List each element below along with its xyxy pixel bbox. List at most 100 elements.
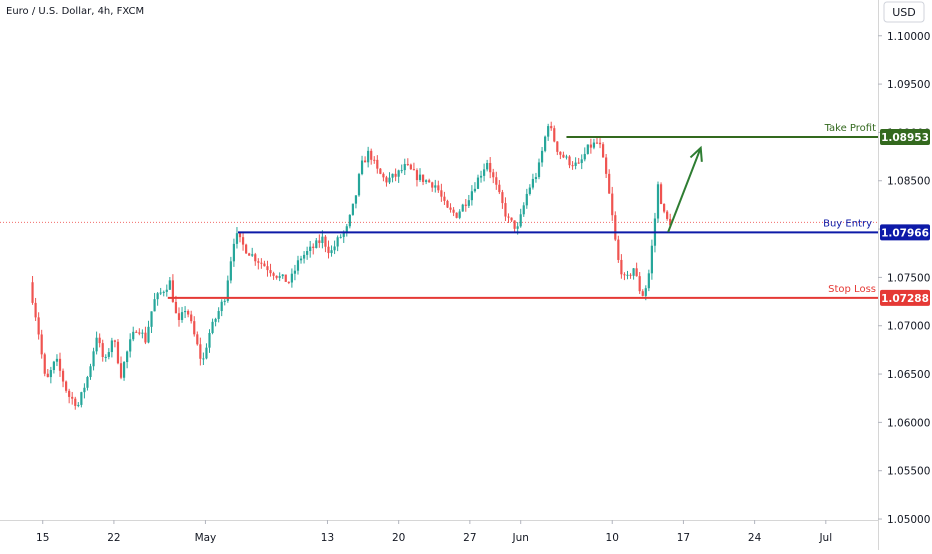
candle-body [71, 396, 74, 399]
candle-body [495, 177, 498, 185]
candle-body [199, 344, 202, 359]
candle-body [547, 126, 550, 137]
candle-body [348, 214, 351, 227]
time-axis[interactable]: 15 22 May 13 20 27 Jun 10 17 24 Jul [36, 520, 832, 544]
candle-body [98, 337, 101, 344]
candle-body [46, 373, 49, 378]
candle-body [126, 351, 129, 363]
candle-body [663, 203, 666, 212]
candle-body [620, 259, 623, 275]
candle-body [110, 340, 113, 353]
candle-body [171, 280, 174, 302]
time-tick-label: May [195, 532, 217, 544]
candle-body [623, 274, 626, 276]
candle-body [302, 254, 306, 259]
candle-body [571, 165, 574, 167]
candle-body [354, 195, 358, 204]
candle-body [486, 162, 489, 170]
candle-body [357, 174, 361, 196]
candle-body [52, 361, 56, 371]
candle-body [144, 332, 147, 343]
candle-body [528, 187, 531, 194]
candle-body [388, 177, 391, 183]
candle-body [562, 154, 565, 158]
candle-body [104, 356, 107, 358]
candle-body [58, 358, 62, 371]
candle-body [461, 204, 464, 212]
candle-body [68, 390, 71, 397]
candle-body [370, 150, 373, 160]
candle-body [589, 144, 592, 148]
take-profit-price: 1.08953 [881, 132, 929, 144]
candle-body [644, 288, 647, 296]
price-tick-label: 1.05000 [887, 514, 930, 526]
candle-body [174, 301, 178, 314]
candle-body [31, 282, 34, 303]
candle-body [275, 275, 278, 278]
candle-body [180, 312, 184, 320]
candle-body [177, 313, 181, 320]
candle-body [446, 200, 449, 208]
price-tick-label: 1.05500 [887, 466, 930, 478]
candle-body [287, 281, 290, 283]
candle-body [196, 334, 199, 345]
candle-body [537, 162, 541, 178]
candle-body [525, 193, 528, 206]
candle-body [467, 200, 470, 206]
take-profit-price-tag [880, 128, 930, 145]
candle-body [293, 270, 297, 274]
candle-body [391, 173, 394, 178]
candle-body [449, 207, 452, 210]
candle-body [138, 332, 141, 334]
time-tick-label: 17 [677, 532, 690, 544]
candle-body [412, 169, 416, 171]
candle-body [406, 164, 409, 166]
time-tick-label: 27 [463, 532, 476, 544]
candle-body [162, 291, 165, 293]
candle-body [608, 173, 611, 194]
candle-body [330, 250, 333, 254]
time-tick-label: 22 [107, 532, 120, 544]
candle-body [470, 191, 473, 201]
target-arrow [667, 145, 703, 233]
candle-body [592, 142, 596, 148]
arrow-shaft [667, 147, 702, 233]
candle-body [217, 311, 220, 319]
candle-body [49, 370, 52, 378]
candle-body [248, 253, 251, 256]
candle-body [83, 387, 86, 393]
time-tick-label: Jun [512, 532, 529, 544]
candle-body [89, 366, 92, 378]
candle-body [550, 126, 553, 129]
candle-body [290, 273, 293, 283]
candle-body [409, 164, 412, 170]
candle-body [312, 246, 315, 248]
candle-body [156, 293, 159, 300]
candle-body [476, 177, 480, 189]
candle-body [101, 343, 104, 357]
candle-body [519, 214, 522, 227]
candle-body [80, 392, 83, 405]
candle-body [229, 261, 232, 281]
candle-body [254, 254, 257, 262]
candle-body [266, 266, 269, 271]
candle-body [150, 311, 153, 327]
candle-body [418, 174, 422, 181]
candle-body [281, 274, 284, 277]
candle-body [339, 236, 342, 238]
candle-body [544, 136, 547, 151]
candle-body [580, 159, 583, 164]
candle-body [559, 151, 562, 155]
price-tick-label: 1.06000 [887, 417, 930, 429]
candle-body [437, 185, 440, 191]
candle-body [318, 240, 321, 244]
currency-button[interactable] [883, 1, 925, 23]
candle-body [40, 334, 43, 355]
price-axis[interactable]: 1.100001.095001.090001.085001.080001.075… [878, 31, 930, 526]
candle-body [190, 314, 193, 322]
stop-loss-price-tag [880, 289, 930, 306]
candle-body [74, 398, 77, 406]
candle-body [629, 274, 632, 276]
candle-body [473, 188, 477, 192]
